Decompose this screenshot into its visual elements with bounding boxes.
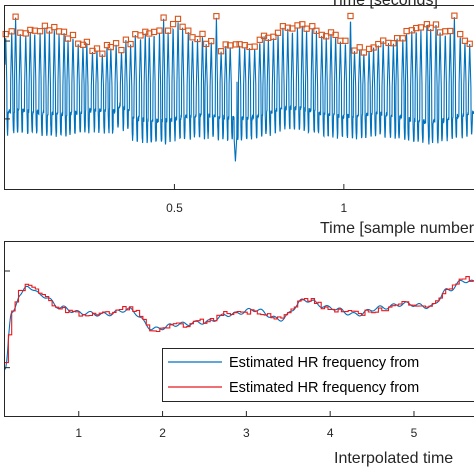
bottom-x-tick-label: 1 — [75, 426, 82, 440]
peak-marker — [179, 23, 186, 30]
peak-marker — [360, 49, 368, 56]
peak-marker — [403, 27, 410, 35]
peak-marker — [41, 22, 49, 29]
peak-marker — [423, 21, 431, 28]
peak-marker — [417, 24, 425, 31]
peak-marker — [27, 26, 34, 34]
bottom-x-tick-label: 3 — [243, 426, 250, 440]
peak-marker — [83, 38, 91, 46]
peak-marker — [390, 40, 397, 47]
peak-marker — [194, 35, 201, 43]
peak-marker — [169, 20, 177, 28]
hr-estimate-red-line — [5, 276, 474, 364]
peak-marker — [270, 33, 277, 40]
top-axes-box — [4, 5, 474, 190]
top-title: Time [seconds] — [330, 0, 438, 9]
legend-box — [162, 348, 474, 402]
peak-marker — [318, 31, 325, 39]
peak-marker — [69, 31, 77, 39]
peak-marker — [365, 45, 373, 53]
peak-marker — [46, 27, 53, 34]
peak-marker — [332, 31, 339, 39]
peak-marker — [22, 30, 29, 37]
peak-marker — [274, 29, 282, 36]
peak-marker — [99, 50, 106, 57]
peak-marker — [375, 40, 382, 48]
peak-marker — [313, 27, 320, 34]
peak-marker — [185, 27, 192, 34]
peak-marker — [323, 33, 330, 40]
top-plot-area — [2, 12, 474, 162]
peak-marker — [122, 36, 130, 43]
peak-marker — [432, 21, 440, 28]
peak-marker — [174, 15, 182, 23]
bottom-x-tick-label: 5 — [411, 426, 418, 440]
peak-marker — [64, 35, 72, 42]
top-x-axis-label: Time [sample number] — [320, 220, 474, 237]
top-ticks: 0.5 1 — [5, 40, 348, 215]
bottom-x-tick-label: 2 — [159, 426, 166, 440]
peak-marker — [164, 27, 172, 34]
bottom-axes-box — [4, 241, 474, 417]
peak-marker — [189, 34, 196, 41]
peak-marker — [217, 48, 225, 55]
peak-marker — [299, 21, 306, 28]
legend: Estimated HR frequency from Estimated HR… — [162, 348, 474, 402]
bottom-plot-area — [4, 276, 474, 370]
peak-marker — [399, 35, 406, 42]
peak-marker — [466, 40, 473, 47]
peak-marker — [284, 24, 291, 31]
peak-marker — [60, 28, 68, 35]
ecg-signal-line — [4, 17, 474, 162]
peak-marker — [12, 13, 19, 20]
top-x-tick-label: 0.5 — [166, 201, 183, 215]
bottom-x-tick-label: 4 — [327, 426, 334, 440]
peak-marker — [370, 44, 377, 51]
bottom-ticks: 1 2 3 4 5 — [5, 270, 418, 440]
peak-marker — [199, 30, 206, 38]
peak-marker — [137, 32, 144, 39]
peak-marker — [447, 27, 454, 35]
peak-marker — [156, 27, 163, 34]
peak-marker — [51, 23, 58, 31]
peak-marker — [356, 44, 363, 51]
peak-marker — [142, 28, 149, 35]
peak-marker — [342, 37, 349, 44]
peak-marker — [427, 24, 434, 31]
bottom-panel: 1 2 3 4 5 Estimated HR frequency from Estima… — [4, 241, 474, 467]
peak-marker — [457, 30, 464, 38]
peak-marker — [93, 45, 101, 52]
peak-marker — [160, 14, 167, 21]
legend-label-blue: Estimated HR frequency from — [229, 355, 419, 371]
peak-marker — [232, 41, 240, 48]
peak-marker — [260, 32, 268, 39]
top-panel: Time [seconds] 0.5 1 Time [sample number] — [2, 0, 474, 237]
peak-marker — [251, 43, 258, 50]
peak-marker — [347, 12, 354, 20]
peak-marker — [309, 23, 316, 30]
peak-marker — [8, 28, 15, 35]
peak-marker — [118, 46, 125, 54]
peak-marker — [451, 12, 458, 19]
peak-marker — [2, 30, 9, 38]
peak-marker — [222, 41, 229, 48]
peak-marker — [256, 36, 263, 43]
bottom-x-axis-label: Interpolated time — [334, 450, 453, 467]
peak-marker — [351, 47, 358, 54]
peak-marker — [36, 28, 44, 35]
peak-marker — [208, 37, 215, 45]
legend-label-red: Estimated HR frequency from — [229, 380, 419, 396]
peak-marker — [127, 40, 134, 48]
peak-marker — [112, 40, 120, 47]
peak-marker — [213, 13, 220, 20]
peak-marker — [107, 43, 114, 51]
top-x-tick-label: 1 — [341, 201, 348, 215]
peak-marker — [103, 41, 111, 49]
